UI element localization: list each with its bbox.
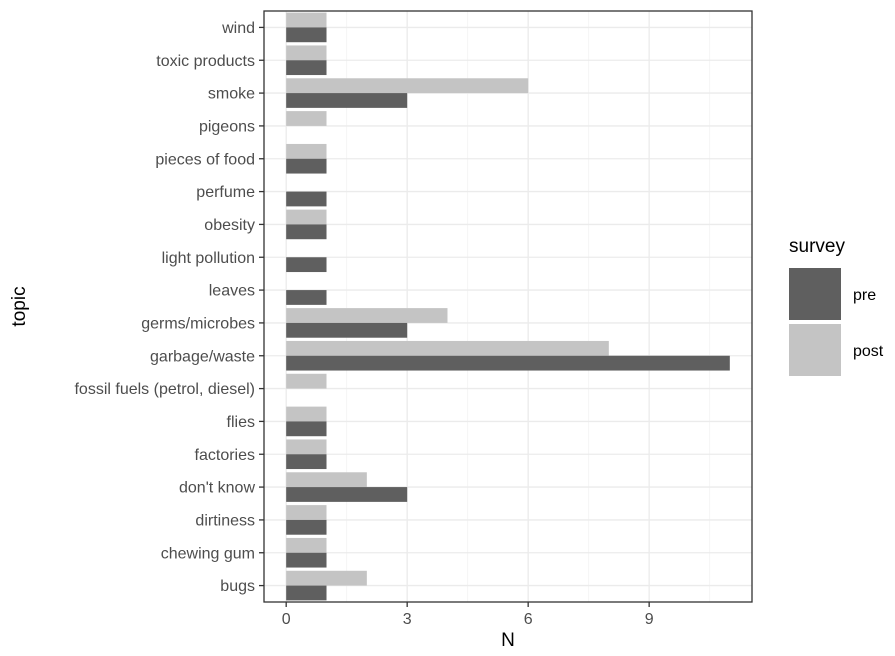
y-axis: bugs chewing gum dirtiness don't know factor… — [74, 20, 264, 595]
bars — [286, 12, 730, 601]
legend-title: survey — [789, 236, 845, 257]
y-tick-label: pigeons — [199, 118, 255, 135]
bar-post-pigeons — [286, 111, 327, 126]
bar-pre-perfume — [286, 191, 327, 207]
bar-post-chewing-gum — [286, 537, 327, 553]
bar-pre-chewing-gum — [286, 552, 327, 568]
bar-pre-don-t-know — [286, 487, 408, 502]
bar-post-fossil-fuels-petrol-diesel- — [286, 373, 327, 389]
bar-post-obesity — [286, 209, 327, 225]
legend-label-post: post — [853, 343, 884, 360]
bar-post-toxic-products — [286, 45, 327, 61]
bar-pre-pieces-of-food — [286, 158, 327, 174]
x-tick-label: 3 — [403, 611, 412, 628]
panel-frame — [263, 10, 753, 603]
y-tick-label: leaves — [209, 283, 255, 300]
y-tick-label: perfume — [196, 184, 255, 201]
bar-post-garbage-waste — [286, 340, 609, 356]
y-tick-label: obesity — [204, 217, 255, 234]
bar-pre-obesity — [286, 224, 327, 240]
bar-pre-smoke — [286, 93, 408, 108]
x-tick-label: 9 — [645, 611, 654, 628]
y-tick-label: pieces of food — [155, 151, 255, 168]
y-tick-label: wind — [221, 20, 255, 37]
y-tick-label: toxic products — [156, 53, 255, 70]
y-tick-label: dirtiness — [195, 512, 255, 529]
bar-pre-garbage-waste — [286, 355, 730, 371]
legend-label-pre: pre — [853, 287, 876, 304]
panel-background — [264, 11, 752, 602]
legend-key-pre — [789, 268, 841, 320]
bar-pre-dirtiness — [286, 519, 327, 535]
y-tick-label: smoke — [208, 86, 255, 103]
bar-post-dirtiness — [286, 505, 327, 520]
plot-panel — [264, 11, 752, 602]
bar-pre-wind — [286, 27, 327, 43]
panel-border — [263, 10, 753, 603]
y-tick-label: light pollution — [162, 250, 255, 267]
y-tick-label: garbage/waste — [150, 348, 255, 365]
bar-post-smoke — [286, 78, 529, 94]
bar-post-flies — [286, 406, 327, 422]
y-axis-title: topic — [9, 286, 30, 326]
bar-post-don-t-know — [286, 472, 367, 488]
x-axis: 0 3 6 9 — [282, 602, 654, 628]
bar-pre-factories — [286, 454, 327, 470]
legend-key-post — [789, 324, 841, 376]
y-tick-label: factories — [195, 447, 255, 464]
y-tick-label: germs/microbes — [141, 315, 255, 332]
y-tick-label: chewing gum — [161, 545, 255, 562]
bar-pre-bugs — [286, 585, 327, 601]
x-tick-label: 0 — [282, 611, 291, 628]
bar-pre-toxic-products — [286, 60, 327, 76]
legend: survey pre post — [789, 236, 884, 376]
bar-post-pieces-of-food — [286, 143, 327, 159]
y-tick-label: flies — [227, 414, 255, 431]
x-tick-label: 6 — [524, 611, 533, 628]
bar-pre-leaves — [286, 290, 327, 305]
bar-post-wind — [286, 12, 327, 28]
bar-pre-light-pollution — [286, 257, 327, 273]
bar-post-bugs — [286, 570, 367, 586]
bar-pre-flies — [286, 421, 327, 437]
y-tick-label: fossil fuels (petrol, diesel) — [74, 381, 255, 398]
y-tick-label: bugs — [220, 578, 255, 595]
bar-post-germs-microbes — [286, 308, 448, 323]
bar-post-factories — [286, 439, 327, 455]
y-tick-label: don't know — [179, 480, 255, 497]
x-axis-title: N — [501, 630, 515, 651]
bar-pre-germs-microbes — [286, 322, 408, 338]
